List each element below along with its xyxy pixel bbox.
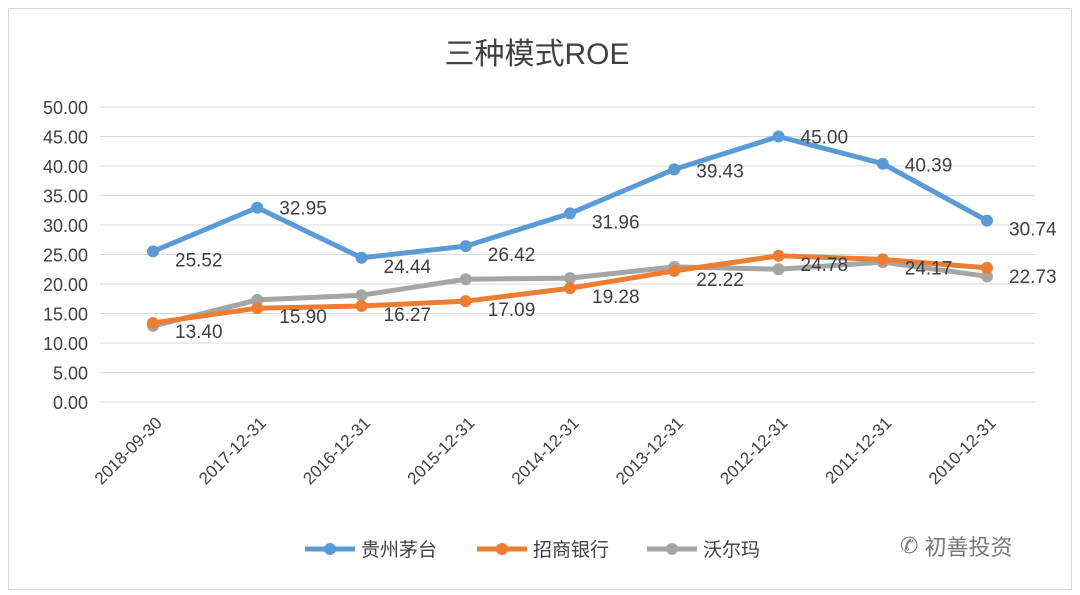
data-label: 39.43 — [696, 161, 744, 182]
legend-marker — [324, 543, 336, 555]
legend-marker — [496, 543, 508, 555]
data-point — [772, 263, 785, 276]
data-point — [668, 163, 681, 176]
x-tick-label: 2016-12-31 — [299, 413, 374, 488]
data-label: 13.40 — [175, 322, 223, 343]
data-point — [251, 293, 264, 306]
data-point — [355, 300, 368, 313]
data-label: 19.28 — [592, 287, 640, 308]
wechat-icon: ✆ — [900, 533, 919, 559]
data-label: 24.78 — [801, 255, 849, 276]
y-tick-label: 0.00 — [53, 393, 88, 413]
x-tick-label: 2014-12-31 — [508, 413, 583, 488]
chart-frame — [8, 8, 1072, 590]
y-tick-label: 50.00 — [43, 98, 88, 118]
data-label: 31.96 — [592, 212, 640, 233]
y-tick-label: 5.00 — [53, 364, 88, 384]
data-point — [355, 289, 368, 302]
data-label: 32.95 — [279, 199, 327, 220]
x-tick-label: 2012-12-31 — [716, 413, 791, 488]
legend-marker — [666, 543, 678, 555]
x-tick-label: 2013-12-31 — [612, 413, 687, 488]
data-label: 26.42 — [488, 245, 536, 266]
data-point — [772, 130, 785, 143]
y-tick-label: 45.00 — [43, 128, 88, 148]
series-line-0 — [152, 134, 989, 261]
data-label: 17.09 — [488, 300, 536, 321]
y-tick-label: 40.00 — [43, 157, 88, 177]
y-tick-label: 10.00 — [43, 334, 88, 354]
data-point — [564, 272, 576, 285]
data-label: 25.52 — [175, 250, 223, 271]
data-point — [981, 270, 993, 283]
data-point — [564, 207, 576, 220]
data-point — [772, 249, 785, 262]
watermark: ✆ 初善投资 — [900, 530, 1012, 562]
data-point — [251, 302, 264, 315]
data-label: 24.17 — [905, 258, 953, 279]
data-point — [147, 245, 159, 258]
data-label: 30.74 — [1009, 220, 1057, 241]
x-tick-label: 2011-12-31 — [822, 413, 896, 487]
chart-title: 三种模式ROE — [444, 38, 629, 71]
data-label: 16.27 — [384, 305, 432, 326]
y-tick-label: 20.00 — [43, 275, 88, 295]
data-point — [981, 261, 993, 274]
data-label: 40.39 — [905, 156, 953, 177]
data-point — [668, 264, 681, 277]
legend-label: 招商银行 — [533, 539, 609, 561]
data-point — [876, 253, 889, 266]
data-point — [459, 295, 472, 308]
data-label: 24.44 — [384, 257, 432, 278]
x-tick-label: 2018-09-30 — [91, 413, 166, 488]
data-point — [459, 273, 472, 286]
data-point — [251, 201, 264, 214]
data-label: 45.00 — [801, 128, 849, 149]
data-point — [459, 240, 472, 253]
data-label: 22.73 — [1009, 267, 1057, 288]
y-tick-label: 35.00 — [43, 187, 88, 207]
y-tick-label: 30.00 — [43, 216, 88, 236]
y-tick-label: 15.00 — [43, 305, 88, 325]
data-point — [981, 214, 993, 227]
data-point — [876, 157, 889, 170]
legend-label: 贵州茅台 — [361, 539, 437, 561]
data-point — [355, 251, 368, 264]
x-tick-label: 2017-12-31 — [195, 413, 270, 488]
watermark-text: 初善投资 — [924, 536, 1013, 561]
data-label: 15.90 — [279, 307, 327, 328]
data-label: 22.22 — [696, 270, 744, 291]
data-point — [147, 316, 159, 329]
x-tick-label: 2010-12-31 — [925, 413, 1000, 488]
data-point — [564, 282, 576, 295]
legend-label: 沃尔玛 — [703, 539, 760, 561]
x-tick-label: 2015-12-31 — [404, 413, 479, 488]
y-tick-label: 25.00 — [43, 246, 88, 266]
